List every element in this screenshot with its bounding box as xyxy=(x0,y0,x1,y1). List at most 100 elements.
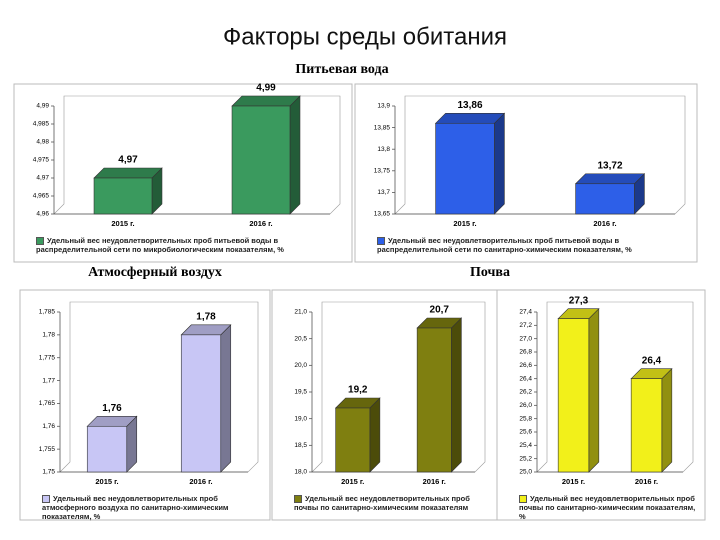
legend-label: Удельный вес неудовлетворительных проб п… xyxy=(294,494,470,513)
data-label: 13,86 xyxy=(457,100,482,111)
legend-label: Удельный вес неудовлетворительных проб а… xyxy=(42,494,229,522)
legend-label: Удельный вес неудовлетворительных проб п… xyxy=(36,236,284,255)
y-tick-label: 26,6 xyxy=(519,362,532,369)
y-tick-label: 4,975 xyxy=(33,157,50,164)
x-tick-label: 2015 г. xyxy=(111,219,134,228)
bar-side xyxy=(289,95,301,215)
y-tick-label: 4,99 xyxy=(36,103,49,110)
y-tick-label: 13,9 xyxy=(377,103,390,110)
slide-title: Факторы среды обитания xyxy=(223,23,507,50)
data-label: 1,76 xyxy=(102,403,122,414)
y-tick-label: 21,0 xyxy=(294,309,307,316)
bar xyxy=(435,122,495,215)
y-tick-label: 13,85 xyxy=(374,124,391,131)
bar-side xyxy=(369,397,381,473)
bar xyxy=(93,177,153,215)
bar xyxy=(231,105,291,215)
bar xyxy=(557,318,590,473)
y-tick-label: 1,76 xyxy=(42,423,55,430)
data-label: 13,72 xyxy=(597,160,622,171)
y-tick-label: 20,0 xyxy=(294,362,307,369)
y-tick-label: 1,775 xyxy=(39,354,56,361)
y-tick-label: 26,4 xyxy=(519,375,532,382)
legend-label: Удельный вес неудовлетворительных проб п… xyxy=(519,494,696,522)
section-title: Питьевая вода xyxy=(295,62,388,77)
y-tick-label: 18,0 xyxy=(294,469,307,476)
x-tick-label: 2015 г. xyxy=(453,219,476,228)
x-tick-label: 2015 г. xyxy=(95,477,118,486)
x-tick-label: 2015 г. xyxy=(562,477,585,486)
section-title: Почва xyxy=(470,265,510,280)
y-tick-label: 25,8 xyxy=(519,415,532,422)
bar xyxy=(86,425,128,473)
y-tick-label: 1,77 xyxy=(42,377,55,384)
y-tick-label: 4,98 xyxy=(36,139,49,146)
bar xyxy=(575,183,635,215)
y-tick-label: 18,5 xyxy=(294,442,307,449)
y-tick-label: 1,765 xyxy=(39,400,56,407)
y-tick-label: 25,2 xyxy=(519,455,532,462)
y-tick-label: 25,0 xyxy=(519,469,532,476)
legend: Удельный вес неудовлетворительных проб п… xyxy=(294,494,489,512)
y-tick-label: 13,75 xyxy=(374,168,391,175)
legend-swatch xyxy=(42,495,50,504)
y-tick-label: 27,2 xyxy=(519,322,532,329)
bar-side xyxy=(220,324,232,473)
y-tick-label: 25,6 xyxy=(519,429,532,436)
y-tick-label: 13,7 xyxy=(377,189,390,196)
x-tick-label: 2016 г. xyxy=(189,477,212,486)
legend: Удельный вес неудовлетворительных проб п… xyxy=(36,236,344,254)
y-tick-label: 19,5 xyxy=(294,389,307,396)
bar xyxy=(335,407,371,473)
bar-side xyxy=(494,112,505,215)
x-tick-label: 2016 г. xyxy=(593,219,616,228)
bar-side xyxy=(661,367,673,473)
x-tick-label: 2015 г. xyxy=(341,477,364,486)
bar xyxy=(416,327,452,473)
bar-top xyxy=(231,95,301,107)
y-tick-label: 19,0 xyxy=(294,415,307,422)
bar-top xyxy=(93,167,163,179)
data-label: 26,4 xyxy=(642,355,662,366)
data-label: 4,97 xyxy=(118,155,138,166)
data-label: 27,3 xyxy=(569,295,589,306)
x-tick-label: 2016 г. xyxy=(635,477,658,486)
legend-swatch xyxy=(294,495,302,504)
bar xyxy=(630,378,663,473)
legend: Удельный вес неудовлетворительных проб а… xyxy=(42,494,262,521)
bar-side xyxy=(451,317,462,473)
bar-top xyxy=(434,112,506,124)
section-title: Атмосферный воздух xyxy=(88,265,222,280)
legend-swatch xyxy=(36,237,44,246)
y-tick-label: 20,5 xyxy=(294,335,307,342)
y-tick-label: 4,965 xyxy=(33,193,50,200)
y-tick-label: 4,97 xyxy=(36,175,49,182)
bar-top xyxy=(574,173,646,185)
y-tick-label: 26,8 xyxy=(519,349,532,356)
y-tick-label: 1,785 xyxy=(39,309,56,316)
bar-side xyxy=(588,307,600,473)
legend-swatch xyxy=(519,495,527,504)
y-tick-label: 13,65 xyxy=(374,211,391,218)
y-tick-label: 25,4 xyxy=(519,442,532,449)
y-tick-label: 27,4 xyxy=(519,309,532,316)
y-tick-label: 26,0 xyxy=(519,402,532,409)
legend-swatch xyxy=(377,237,385,246)
y-tick-label: 1,75 xyxy=(42,469,55,476)
x-tick-label: 2016 г. xyxy=(423,477,446,486)
y-tick-label: 1,755 xyxy=(39,446,56,453)
data-label: 1,78 xyxy=(196,311,216,322)
y-tick-label: 4,985 xyxy=(33,121,50,128)
legend-label: Удельный вес неудовлетворительных проб п… xyxy=(377,236,632,255)
y-tick-label: 4,96 xyxy=(36,211,49,218)
y-tick-label: 13,8 xyxy=(377,146,390,153)
y-tick-label: 26,2 xyxy=(519,389,532,396)
x-tick-label: 2016 г. xyxy=(249,219,272,228)
y-tick-label: 1,78 xyxy=(42,332,55,339)
y-tick-label: 27,0 xyxy=(519,335,532,342)
legend: Удельный вес неудовлетворительных проб п… xyxy=(519,494,697,521)
data-label: 19,2 xyxy=(348,385,368,396)
data-label: 20,7 xyxy=(430,305,450,316)
